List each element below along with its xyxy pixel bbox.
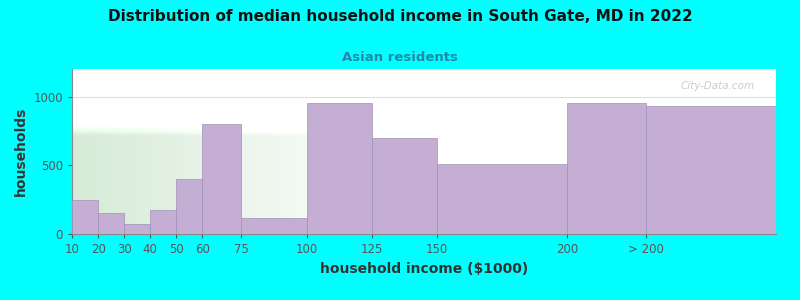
Bar <box>176 179 202 234</box>
Bar <box>98 213 124 234</box>
Bar <box>150 210 176 234</box>
Bar <box>437 164 567 234</box>
Bar <box>242 218 306 234</box>
Bar <box>646 106 776 234</box>
Text: Distribution of median household income in South Gate, MD in 2022: Distribution of median household income … <box>108 9 692 24</box>
Text: City-Data.com: City-Data.com <box>681 80 755 91</box>
Bar <box>306 103 372 234</box>
Bar <box>72 200 98 234</box>
Bar <box>567 103 646 234</box>
Text: Asian residents: Asian residents <box>342 51 458 64</box>
Bar <box>202 124 242 234</box>
Bar <box>372 138 437 234</box>
Bar <box>124 224 150 234</box>
X-axis label: household income ($1000): household income ($1000) <box>320 262 528 276</box>
Y-axis label: households: households <box>14 107 28 196</box>
